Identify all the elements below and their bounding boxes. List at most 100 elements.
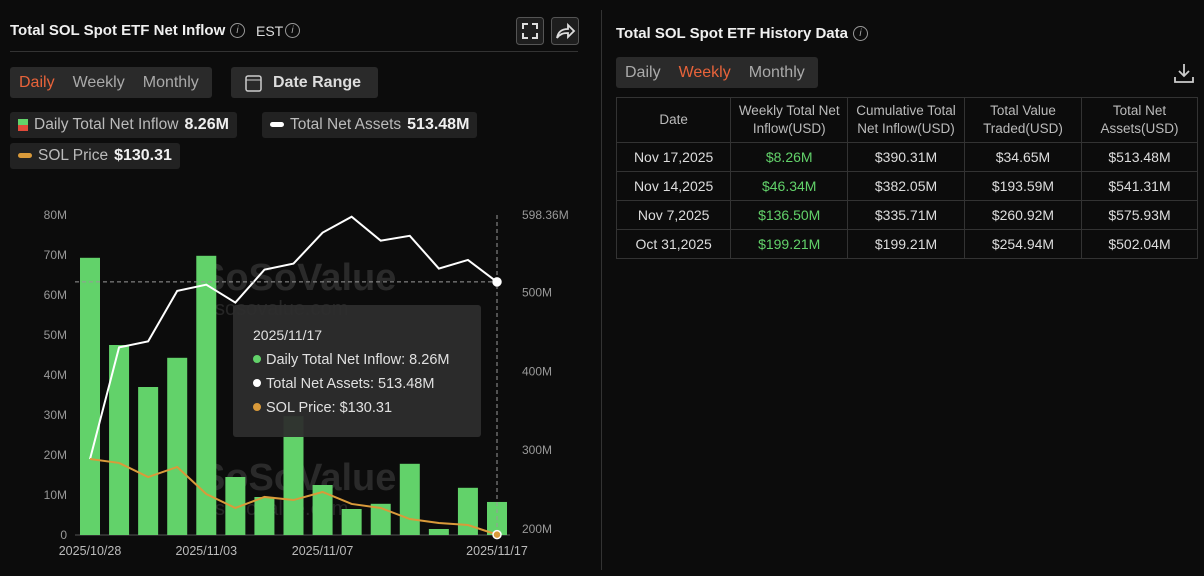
y-tick-label: 50M (44, 328, 67, 342)
table-cell: Oct 31,2025 (615, 229, 732, 259)
legend-label: Daily Total Net Inflow (34, 116, 179, 133)
bar (370, 503, 391, 535)
table-cell: $136.50M (730, 200, 849, 230)
table-cell: $513.48M (1080, 142, 1199, 172)
table-cell: $335.71M (847, 200, 965, 230)
bar (341, 509, 362, 535)
legend-value: 8.26M (184, 116, 229, 133)
column-header: Weekly Total Net Inflow(USD) (730, 97, 849, 143)
bar (138, 387, 159, 535)
table-cell: Nov 17,2025 (615, 142, 732, 172)
tooltip-item: SOL Price: $130.31 (266, 400, 392, 416)
y-tick-label: 20M (44, 448, 67, 462)
tab[interactable]: Weekly (72, 73, 125, 91)
x-tick-label: 2025/11/17 (466, 544, 528, 558)
table-cell: $199.21M (847, 229, 965, 259)
panel-divider (601, 10, 602, 570)
table-cell: $199.21M (730, 229, 849, 259)
y2-tick-label: 300M (522, 443, 552, 457)
x-tick-label: 2025/10/28 (59, 544, 122, 558)
legend-icon (270, 122, 284, 127)
table-cell: $34.65M (963, 142, 1082, 172)
bar (312, 485, 333, 535)
bar (225, 477, 246, 535)
column-header: Total Value Traded(USD) (963, 97, 1082, 143)
legend-item[interactable]: Daily Total Net Inflow 8.26M (10, 112, 237, 138)
line-2 (89, 458, 498, 536)
x-tick-label: 2025/11/07 (292, 544, 354, 558)
y-tick-label: 80M (44, 208, 67, 222)
legend-label: Total Net Assets (290, 116, 402, 133)
chart: SoSoValuesosovalue.comSoSoValuesosovalue… (44, 208, 569, 558)
legend-icon (18, 119, 28, 131)
table-cell: $8.26M (730, 142, 849, 172)
table-cell: Nov 7,2025 (615, 200, 732, 230)
table-cell: $254.94M (963, 229, 1082, 259)
table-cell: $390.31M (847, 142, 965, 172)
divider (10, 51, 578, 52)
bar (457, 487, 478, 535)
table-row: Nov 14,2025 $46.34M $382.05M $193.59M $541.3… (615, 171, 1199, 201)
tooltip-box (233, 305, 481, 437)
tooltip-dot (253, 403, 261, 411)
y-tick-label: 10M (44, 488, 67, 502)
legend-item[interactable]: Total Net Assets 513.48M (262, 112, 478, 138)
y2-tick-label: 200M (522, 522, 552, 536)
tab[interactable]: Weekly (678, 63, 731, 81)
bar (80, 257, 100, 535)
tooltip-dot (253, 379, 261, 387)
y-tick-label: 40M (44, 368, 67, 382)
legend-icon (18, 153, 32, 158)
tab-bar: Daily Weekly Monthly (616, 57, 818, 88)
y-tick-label: 0 (60, 528, 67, 542)
timezone[interactable]: EST (256, 23, 284, 39)
hover-point (492, 529, 502, 540)
table-row: Oct 31,2025 $199.21M $199.21M $254.94M $502.… (615, 229, 1199, 259)
history-table: Date Weekly Total Net Inflow(USD) Cumulati… (615, 97, 1199, 259)
tab[interactable]: Daily (19, 73, 55, 91)
table-cell: $382.05M (847, 171, 965, 201)
download-button[interactable] (1173, 62, 1195, 84)
x-tick-label: 2025/11/03 (175, 544, 237, 558)
table-cell: Nov 14,2025 (615, 171, 732, 201)
date-range-button[interactable]: Date Range (231, 67, 378, 98)
table-row: Nov 7,2025 $136.50M $335.71M $260.92M $575.9… (615, 200, 1199, 230)
tooltip-date: 2025/11/17 (253, 327, 322, 343)
y2-tick-label: 500M (522, 286, 552, 300)
y-tick-label: 70M (44, 248, 67, 262)
legend-item[interactable]: SOL Price $130.31 (10, 143, 180, 169)
tab[interactable]: Monthly (748, 63, 805, 81)
tab[interactable]: Daily (625, 63, 661, 81)
tooltip-dot (253, 355, 261, 363)
info-icon[interactable]: i (230, 23, 245, 38)
watermark: SoSoValue (200, 257, 396, 299)
tab[interactable]: Monthly (142, 73, 199, 91)
legend-label: SOL Price (38, 147, 109, 164)
tooltip-item: Daily Total Net Inflow: 8.26M (266, 352, 449, 368)
hover-point (492, 277, 502, 287)
column-header: Cumulative Total Net Inflow(USD) (847, 97, 965, 143)
share-button[interactable] (551, 17, 579, 45)
y-tick-label: 60M (44, 288, 67, 302)
fullscreen-button[interactable] (516, 17, 544, 45)
info-icon[interactable]: i (285, 23, 300, 38)
y2-tick-label: 598.36M (522, 208, 569, 222)
column-header: Total Net Assets(USD) (1080, 97, 1199, 143)
bar (428, 529, 449, 535)
y2-tick-label: 400M (522, 364, 552, 378)
column-header: Date (615, 97, 732, 143)
table-cell: $541.31M (1080, 171, 1199, 201)
bar (167, 357, 188, 535)
date-range-label: Date Range (273, 73, 362, 91)
table-cell: $193.59M (963, 171, 1082, 201)
table-cell: $260.92M (963, 200, 1082, 230)
panel-title: Total SOL Spot ETF Net Inflow (10, 22, 226, 39)
table-cell: $502.04M (1080, 229, 1199, 259)
bar (109, 345, 130, 535)
table-cell: $46.34M (730, 171, 849, 201)
bar (283, 416, 304, 535)
panel-title: Total SOL Spot ETF History Data (616, 25, 848, 42)
tooltip-item: Total Net Assets: 513.48M (266, 376, 434, 392)
info-icon[interactable]: i (853, 26, 868, 41)
